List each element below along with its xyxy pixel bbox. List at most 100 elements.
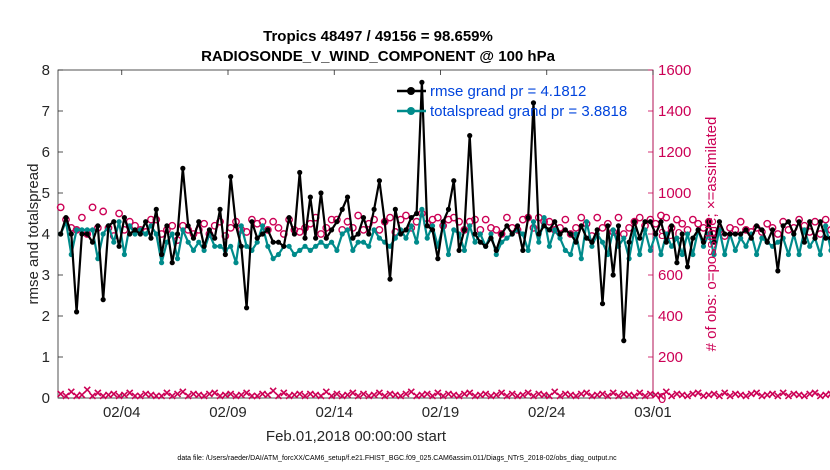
obs-assimilated-point <box>264 391 272 399</box>
data-point <box>525 215 531 221</box>
obs-assimilated-point <box>365 392 373 400</box>
data-point <box>265 243 271 249</box>
obs-assimilated-point <box>715 392 723 400</box>
obs-assimilated-point <box>189 390 198 398</box>
y-tick-label-left: 6 <box>42 144 50 161</box>
obs-assimilated-point <box>561 390 569 398</box>
data-point <box>403 227 409 233</box>
data-point <box>530 100 537 106</box>
obs-assimilated-point <box>795 391 803 399</box>
data-point <box>578 223 584 229</box>
data-point <box>738 231 744 237</box>
y-tick-label-left: 2 <box>42 308 50 325</box>
data-point <box>637 251 643 258</box>
data-point <box>759 235 765 241</box>
data-point <box>504 223 510 229</box>
data-point <box>668 243 675 249</box>
obs-assimilated-point <box>646 390 654 398</box>
data-point <box>642 219 648 225</box>
obs-possible-point <box>115 209 123 218</box>
obs-possible-point <box>402 211 410 220</box>
data-point <box>143 231 149 237</box>
data-point <box>674 235 680 241</box>
obs-assimilated-point <box>158 392 166 400</box>
obs-assimilated-point <box>179 388 187 396</box>
data-point <box>493 247 499 253</box>
data-point <box>557 235 563 241</box>
obs-assimilated-point <box>280 389 288 397</box>
obs-assimilated-point <box>822 391 830 399</box>
data-point <box>185 223 191 229</box>
data-point <box>674 260 680 266</box>
data-point <box>286 243 292 249</box>
data-point <box>79 231 85 237</box>
obs-assimilated-point <box>551 388 559 396</box>
obs-assimilated-point <box>784 392 793 400</box>
obs-assimilated-point <box>683 392 692 400</box>
data-point <box>514 223 521 229</box>
data-point <box>382 219 388 225</box>
data-point <box>323 235 329 241</box>
obs-assimilated-point <box>742 392 750 400</box>
data-point <box>132 227 138 233</box>
obs-assimilated-point <box>609 389 617 397</box>
data-point <box>684 231 691 237</box>
obs-possible-point <box>593 213 602 222</box>
chart-subtitle: RADIOSONDE_V_WIND_COMPONENT @ 100 hPa <box>201 48 556 65</box>
data-point <box>541 215 547 221</box>
data-point <box>222 251 228 258</box>
obs-possible-point <box>827 226 830 234</box>
y-tick-label-left: 5 <box>42 185 50 202</box>
data-point <box>270 239 276 245</box>
data-point <box>228 174 234 180</box>
obs-possible-point <box>492 225 501 234</box>
legend-rmse-marker <box>407 87 415 95</box>
x-tick-label: 03/01 <box>634 404 672 421</box>
data-point <box>318 190 324 196</box>
data-point <box>488 231 494 237</box>
obs-assimilated-point <box>375 389 383 397</box>
obs-assimilated-point <box>460 390 468 398</box>
data-point <box>525 247 531 253</box>
data-point <box>690 235 696 241</box>
data-point <box>467 223 473 229</box>
obs-assimilated-point <box>455 392 463 400</box>
data-point <box>366 231 372 237</box>
obs-assimilated-point <box>636 389 644 397</box>
obs-assimilated-point <box>747 390 755 398</box>
legend-spread-marker <box>407 107 415 115</box>
obs-assimilated-point <box>269 387 277 395</box>
obs-assimilated-point <box>407 388 415 396</box>
data-point <box>626 239 632 245</box>
obs-possible-point <box>56 203 65 212</box>
obs-possible-point <box>577 213 586 222</box>
data-point <box>546 243 553 249</box>
data-point <box>621 235 627 241</box>
obs-assimilated-point <box>625 391 633 399</box>
data-point <box>334 247 340 253</box>
data-point <box>217 206 223 212</box>
data-point <box>73 309 80 315</box>
obs-assimilated-point <box>593 391 601 399</box>
obs-assimilated-point <box>243 389 251 397</box>
obs-assimilated-point <box>62 392 70 400</box>
data-point <box>530 219 537 225</box>
obs-assimilated-point <box>816 392 824 400</box>
data-point <box>461 227 468 233</box>
data-point <box>158 260 165 266</box>
y-tick-label-right: 1000 <box>658 185 691 202</box>
data-point <box>791 231 797 237</box>
data-point <box>424 235 430 241</box>
data-point <box>79 227 85 233</box>
obs-possible-point <box>503 213 511 222</box>
data-point <box>429 223 436 229</box>
data-point <box>371 227 377 233</box>
obs-assimilated-point <box>386 390 394 398</box>
obs-assimilated-point <box>402 390 410 398</box>
data-point <box>249 219 255 225</box>
data-point <box>753 251 760 258</box>
obs-assimilated-point <box>312 391 320 399</box>
data-point <box>334 219 340 225</box>
data-point <box>658 251 664 258</box>
data-point <box>738 235 744 241</box>
